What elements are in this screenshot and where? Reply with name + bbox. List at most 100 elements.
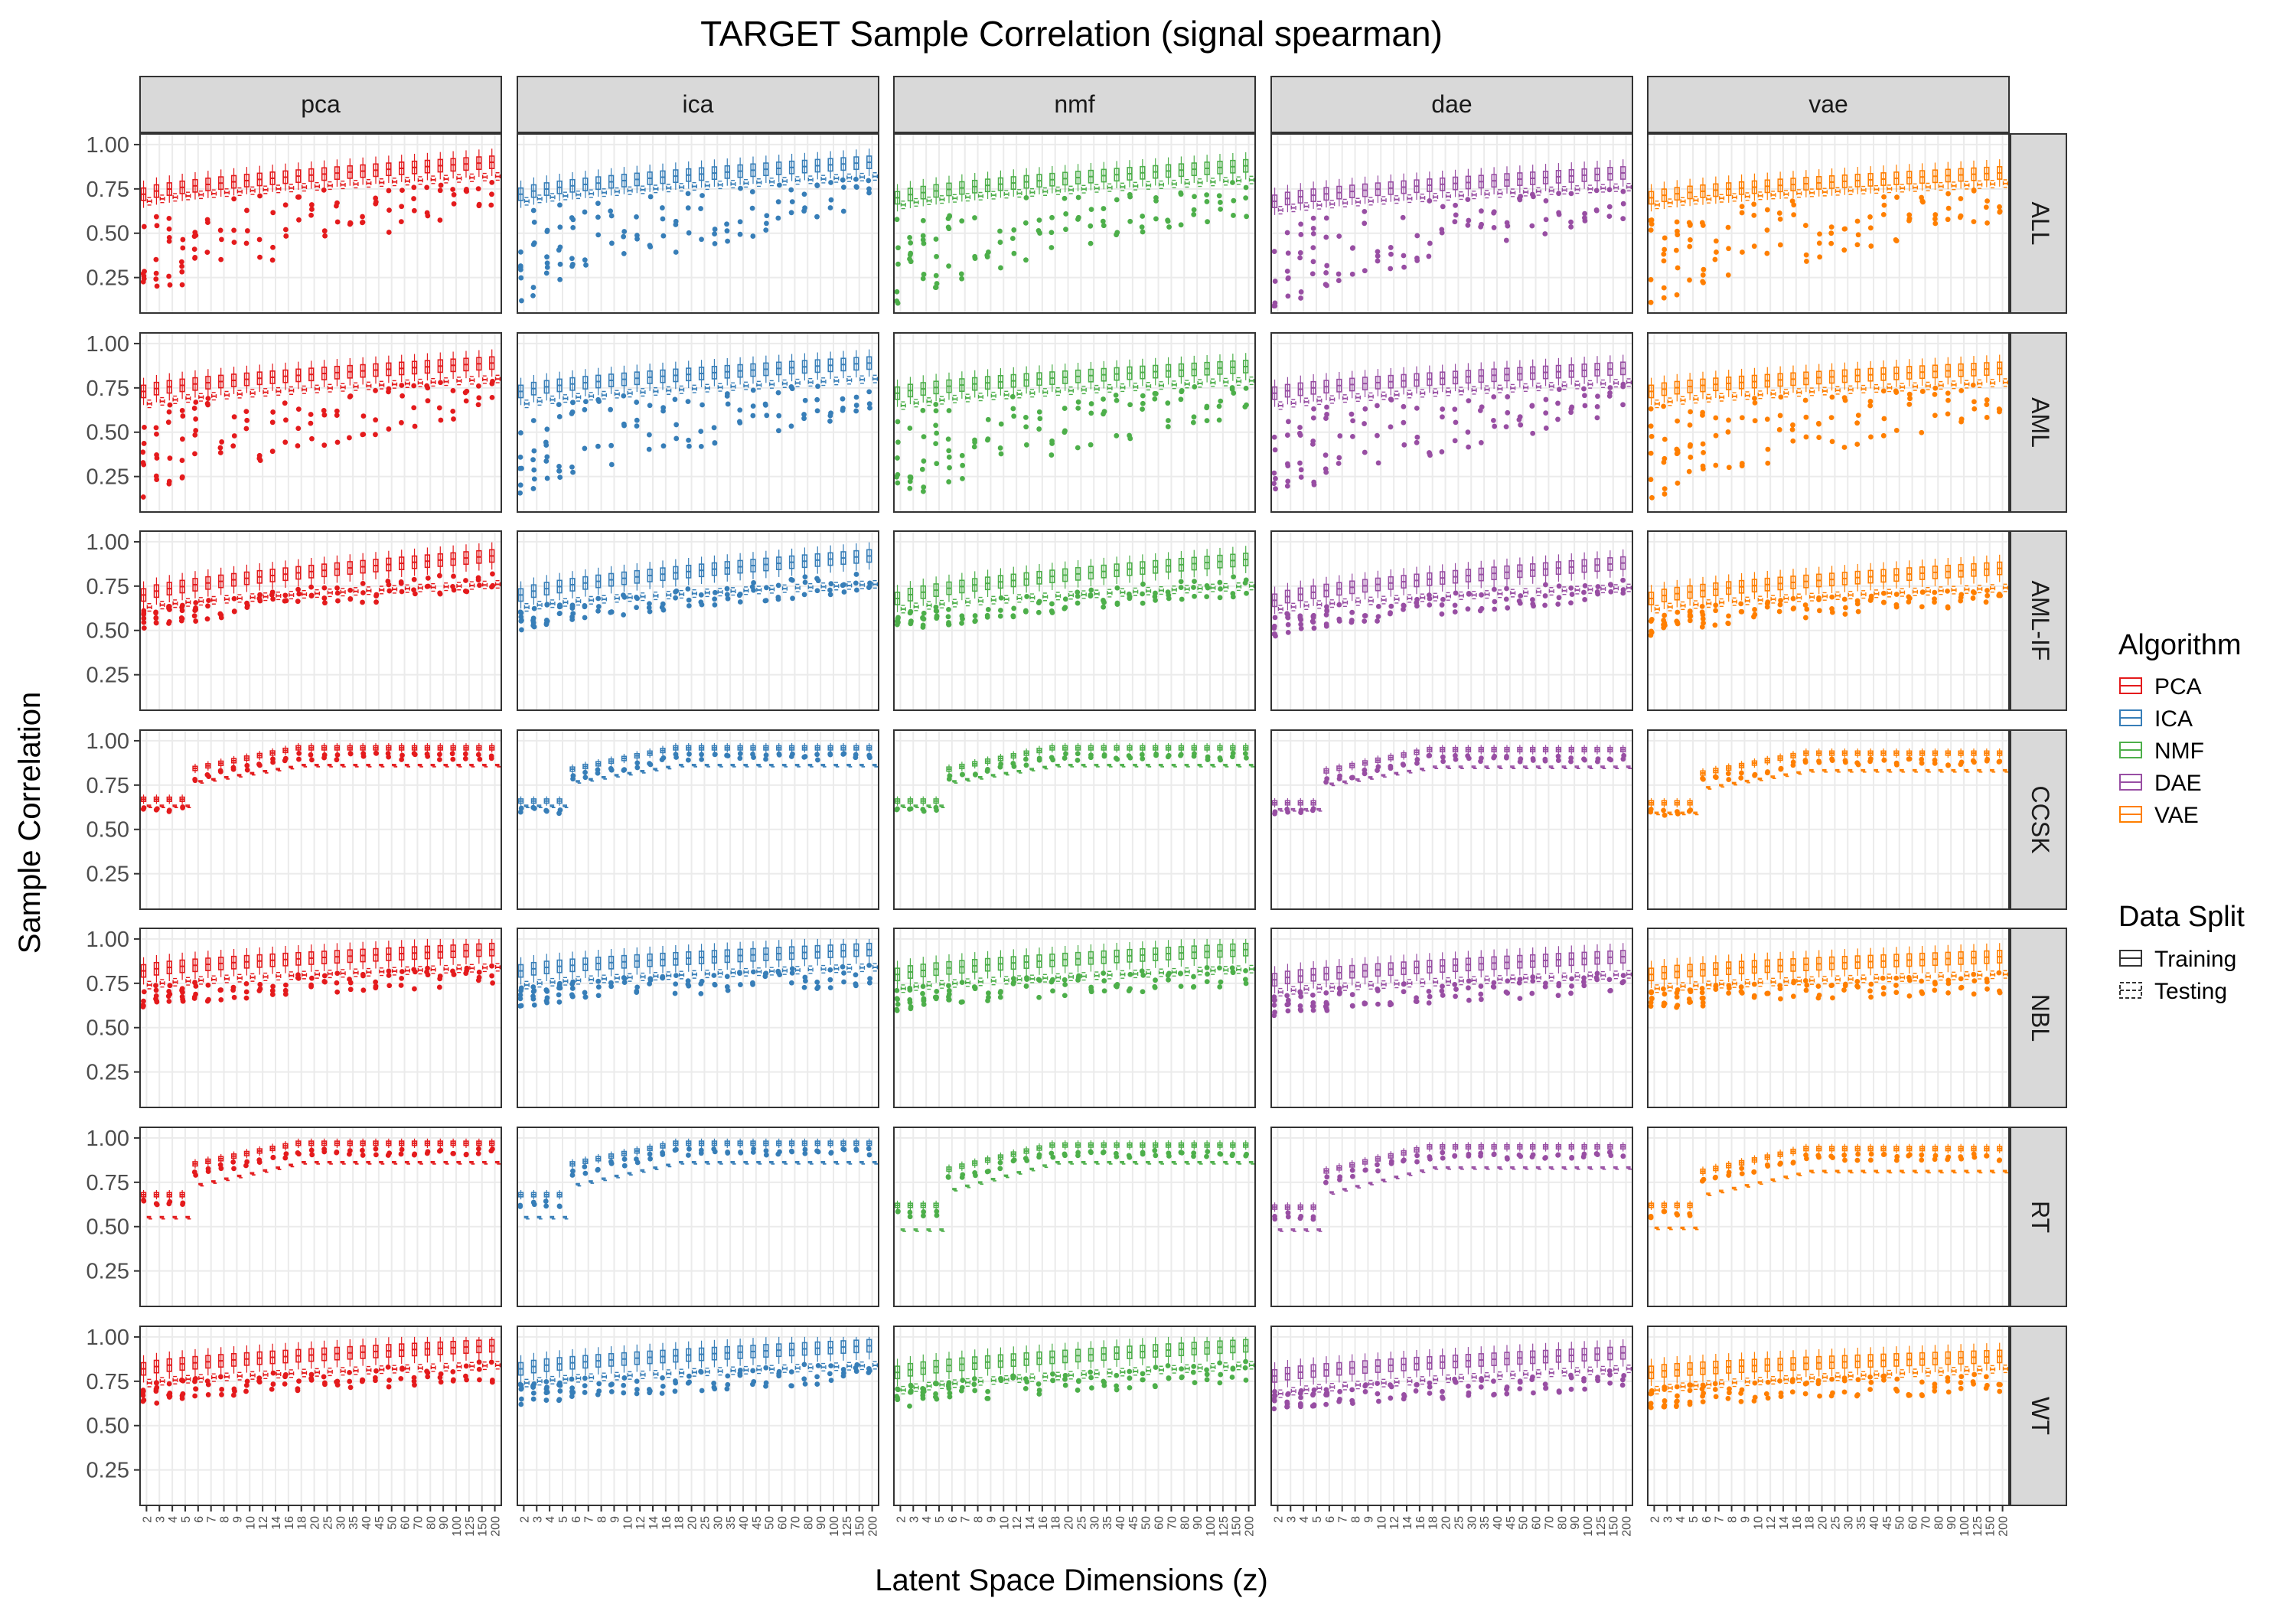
outlier-point	[895, 622, 900, 628]
outlier-point	[1894, 592, 1900, 597]
facet-row-label: NBL	[2027, 994, 2054, 1042]
outlier-point	[192, 246, 197, 252]
facet-strip-dae: dae	[1271, 77, 1632, 132]
outlier-point	[776, 582, 781, 588]
outlier-point	[921, 241, 927, 246]
outlier-point	[373, 417, 378, 422]
y-tick-label: 1.00	[86, 133, 129, 158]
outlier-point	[700, 403, 705, 408]
outlier-point	[1127, 436, 1133, 442]
outlier-point	[595, 596, 601, 602]
outlier-point	[1765, 461, 1770, 466]
outlier-point	[866, 178, 871, 184]
y-tick-label: 0.50	[86, 222, 129, 246]
outlier-point	[583, 263, 589, 268]
outlier-point	[1337, 618, 1342, 624]
outlier-point	[1740, 204, 1745, 209]
outlier-point	[1829, 595, 1835, 600]
outlier-point	[1192, 414, 1197, 419]
outlier-point	[334, 201, 340, 206]
outlier-point	[1945, 217, 1951, 222]
outlier-point	[141, 616, 146, 621]
outlier-point	[1311, 259, 1316, 264]
outlier-point	[558, 245, 563, 250]
y-tick-label: 1.00	[86, 332, 129, 357]
outlier-point	[1286, 630, 1291, 635]
outlier-point	[1581, 386, 1587, 392]
outlier-point	[1804, 259, 1809, 264]
outlier-point	[360, 600, 365, 605]
outlier-point	[1649, 300, 1654, 305]
outlier-point	[828, 581, 833, 586]
outlier-point	[895, 439, 901, 445]
outlier-point	[789, 210, 794, 215]
outlier-point	[218, 257, 223, 263]
outlier-point	[634, 233, 640, 238]
outlier-point	[179, 264, 184, 269]
outlier-point	[827, 413, 833, 419]
outlier-point	[180, 436, 185, 442]
outlier-point	[373, 599, 379, 605]
outlier-point	[532, 476, 537, 481]
outlier-point	[815, 408, 820, 413]
outlier-point	[180, 246, 185, 251]
outlier-point	[1050, 610, 1055, 615]
outlier-point	[933, 422, 938, 428]
facet-row-strip-all: ALL	[2011, 134, 2066, 313]
outlier-point	[1701, 466, 1706, 471]
outlier-point	[155, 223, 160, 228]
outlier-point	[854, 572, 859, 577]
outlier-point	[1192, 194, 1197, 199]
panel-aml-if-ica	[517, 531, 879, 710]
outlier-point	[1492, 424, 1497, 429]
outlier-point	[895, 472, 900, 478]
outlier-point	[270, 448, 276, 454]
outlier-point	[1466, 606, 1471, 611]
outlier-point	[531, 285, 536, 290]
outlier-point	[451, 388, 456, 393]
outlier-point	[1620, 189, 1626, 194]
outlier-point	[1829, 224, 1835, 230]
outlier-point	[295, 598, 301, 604]
outlier-point	[1971, 188, 1977, 193]
outlier-point	[725, 586, 730, 592]
outlier-point	[321, 585, 327, 591]
facet-row-label: AML-IF	[2027, 581, 2054, 661]
outlier-point	[1714, 239, 1719, 244]
outlier-point	[1790, 198, 1795, 204]
outlier-point	[335, 220, 341, 225]
outlier-point	[1945, 191, 1951, 197]
outlier-point	[205, 616, 210, 621]
outlier-point	[1049, 245, 1054, 250]
outlier-point	[232, 433, 237, 439]
outlier-point	[1920, 589, 1926, 595]
outlier-point	[424, 184, 429, 190]
outlier-point	[489, 180, 494, 185]
outlier-point	[1088, 410, 1094, 416]
outlier-point	[426, 576, 431, 581]
outlier-point	[282, 592, 288, 598]
outlier-point	[1231, 213, 1236, 218]
outlier-point	[558, 262, 563, 267]
panel-aml-if-pca	[140, 531, 501, 710]
outlier-point	[1453, 203, 1458, 208]
outlier-point	[1350, 272, 1355, 277]
outlier-point	[1362, 220, 1367, 226]
outlier-point	[1869, 594, 1874, 599]
outlier-point	[973, 256, 978, 261]
outlier-point	[1751, 213, 1756, 218]
outlier-point	[660, 409, 666, 414]
outlier-point	[1088, 442, 1094, 448]
outlier-point	[531, 448, 536, 454]
outlier-point	[815, 383, 820, 389]
outlier-point	[699, 444, 704, 449]
outlier-point	[1401, 253, 1407, 259]
outlier-point	[1542, 231, 1548, 236]
outlier-point	[192, 432, 197, 438]
outlier-point	[257, 453, 263, 458]
outlier-point	[168, 455, 173, 461]
outlier-point	[802, 191, 807, 197]
outlier-point	[282, 598, 288, 604]
outlier-point	[1244, 577, 1249, 582]
outlier-point	[426, 398, 431, 403]
